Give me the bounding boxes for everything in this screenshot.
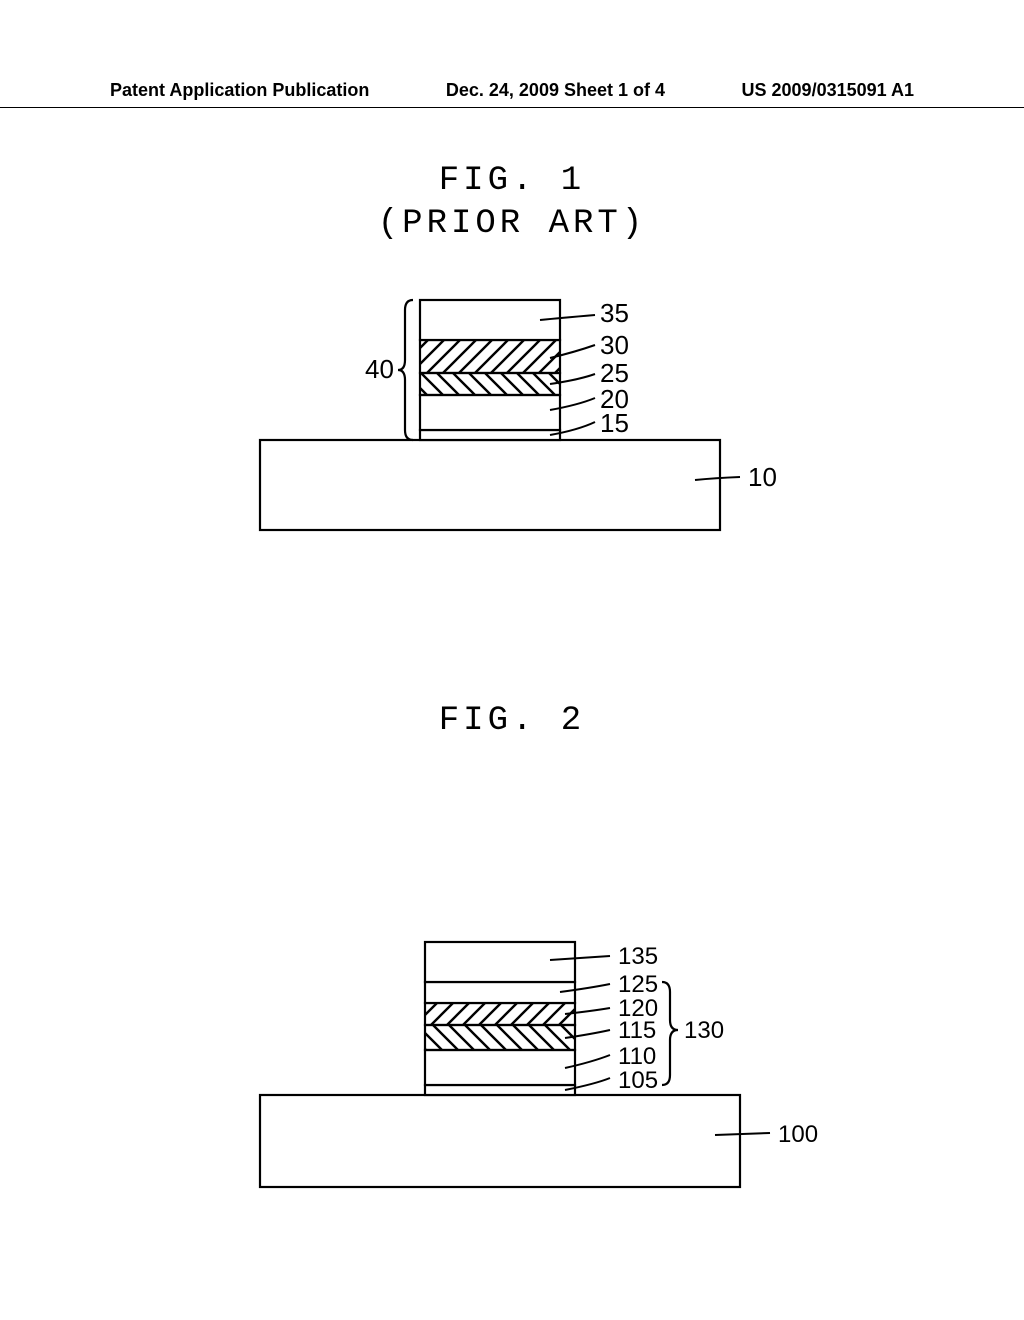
fig2-label-105: 105 [618, 1067, 658, 1094]
fig2-label-135: 135 [618, 943, 658, 970]
fig1-title: FIG. 1 (PRIOR ART) [0, 160, 1024, 245]
fig1-layer-15 [420, 430, 560, 440]
fig2-layer-125 [425, 982, 575, 1003]
header-center: Dec. 24, 2009 Sheet 1 of 4 [446, 80, 665, 101]
fig1-title-line1: FIG. 1 [0, 160, 1024, 203]
fig1-layer-20 [420, 395, 560, 430]
fig2-title: FIG. 2 [0, 700, 1024, 743]
fig2-label-115: 115 [618, 1017, 656, 1044]
header-left: Patent Application Publication [110, 80, 369, 101]
fig2-title-text: FIG. 2 [0, 700, 1024, 743]
fig1-bracket [398, 300, 413, 440]
fig1-title-line2: (PRIOR ART) [0, 203, 1024, 246]
fig1-group-label: 40 [365, 354, 394, 384]
fig2-label-100: 100 [778, 1121, 818, 1148]
fig2-label-110: 110 [618, 1043, 656, 1070]
header-right: US 2009/0315091 A1 [742, 80, 914, 101]
fig1-diagram: 40 35 30 25 20 15 10 [200, 280, 820, 540]
fig2-diagram: 135 125 120 115 110 105 130 100 [200, 920, 860, 1200]
fig2-layer-110 [425, 1050, 575, 1085]
fig1-substrate [260, 440, 720, 530]
fig1-label-35: 35 [600, 298, 629, 328]
fig1-label-15: 15 [600, 408, 629, 438]
fig1-layer-35 [420, 300, 560, 340]
fig1-label-30: 30 [600, 330, 629, 360]
fig1-layer-30 [420, 340, 560, 373]
fig2-substrate [260, 1095, 740, 1187]
fig1-layer-25 [420, 373, 560, 395]
fig2-layer-105 [425, 1085, 575, 1095]
fig2-group-label: 130 [684, 1017, 724, 1044]
fig1-label-10: 10 [748, 462, 777, 492]
fig2-bracket [662, 982, 678, 1085]
fig2-label-125: 125 [618, 971, 658, 998]
fig2-layer-135 [425, 942, 575, 982]
page-header: Patent Application Publication Dec. 24, … [0, 80, 1024, 108]
fig2-layer-120 [425, 1003, 575, 1025]
fig2-layer-115 [425, 1025, 575, 1050]
